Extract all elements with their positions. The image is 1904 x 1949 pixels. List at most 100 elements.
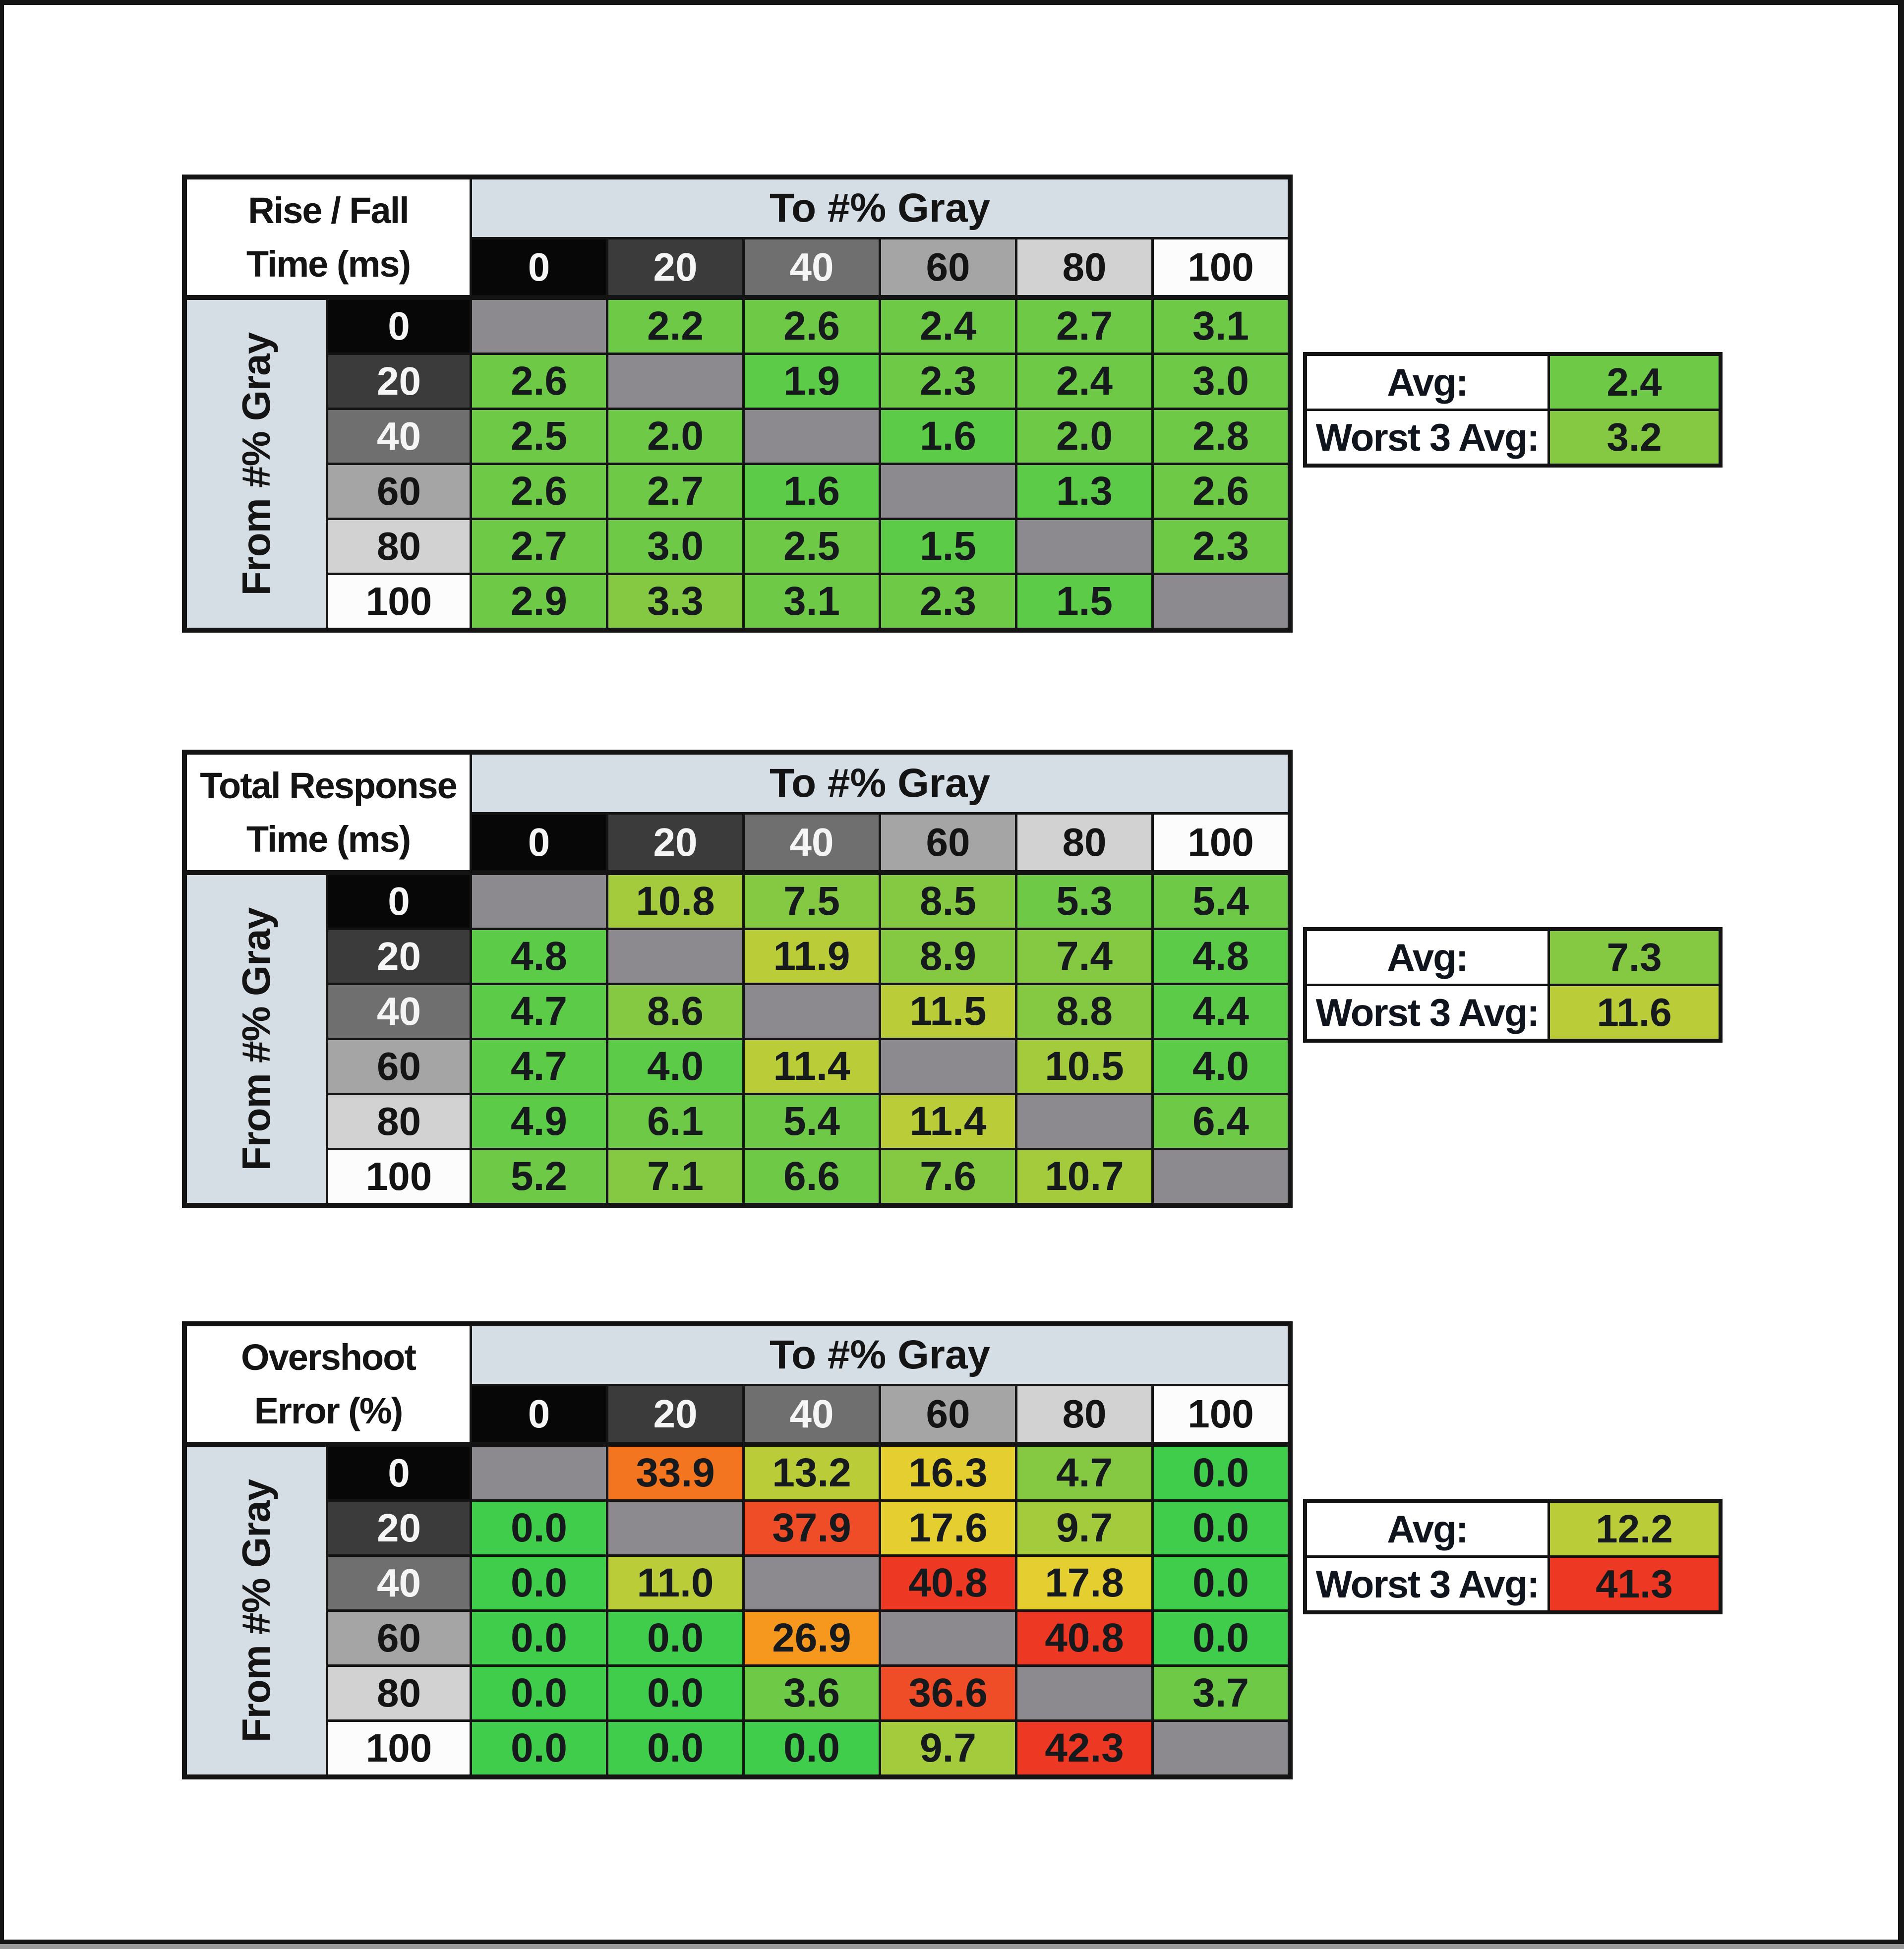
row-header-0: 0: [328, 875, 470, 928]
value-cell-from20-to40: 37.9: [745, 1502, 879, 1554]
value-cell-from0-to20: 33.9: [608, 1447, 742, 1499]
col-header-80: 80: [1017, 815, 1151, 870]
from-gray-header: From #% Gray: [187, 1447, 326, 1774]
table-title-line1: Rise / Fall: [248, 190, 409, 232]
row-header-60: 60: [328, 465, 470, 518]
row-header-100: 100: [328, 1722, 470, 1774]
row-header-60: 60: [328, 1040, 470, 1093]
value-cell-from80-to0: 0.0: [472, 1667, 606, 1719]
diagonal-cell: [472, 1447, 606, 1499]
col-header-60: 60: [881, 1386, 1015, 1442]
diagonal-cell: [881, 465, 1015, 518]
row-header-20: 20: [328, 1502, 470, 1554]
col-header-40: 40: [745, 815, 879, 870]
value-cell-from60-to0: 4.7: [472, 1040, 606, 1093]
value-cell-from0-to60: 8.5: [881, 875, 1015, 928]
value-cell-from80-to60: 36.6: [881, 1667, 1015, 1719]
value-cell-from80-to100: 6.4: [1154, 1095, 1288, 1148]
value-cell-from100-to40: 0.0: [745, 1722, 879, 1774]
table-title-rise-fall-time: Rise / Fall Time (ms): [187, 179, 470, 295]
diagonal-cell: [1017, 1095, 1151, 1148]
table-title-line2: Time (ms): [246, 243, 411, 285]
row-header-0: 0: [328, 300, 470, 353]
row-header-100: 100: [328, 575, 470, 628]
value-cell-from0-to40: 2.6: [745, 300, 879, 353]
value-cell-from0-to80: 4.7: [1017, 1447, 1151, 1499]
worst3avg-value: 41.3: [1550, 1558, 1719, 1610]
from-gray-header: From #% Gray: [187, 300, 326, 628]
col-header-20: 20: [608, 239, 742, 295]
value-cell-from40-to60: 40.8: [881, 1557, 1015, 1609]
value-cell-from40-to20: 11.0: [608, 1557, 742, 1609]
value-cell-from40-to0: 2.5: [472, 410, 606, 463]
to-gray-header: To #% Gray: [472, 1326, 1288, 1384]
value-cell-from20-to100: 0.0: [1154, 1502, 1288, 1554]
worst3avg-label: Worst 3 Avg:: [1307, 411, 1547, 464]
value-cell-from0-to60: 16.3: [881, 1447, 1015, 1499]
col-header-20: 20: [608, 1386, 742, 1442]
col-header-40: 40: [745, 1386, 879, 1442]
table-rise-fall-time: Rise / Fall Time (ms) To #% Gray 0 20 40 60 80 1…: [182, 175, 1293, 633]
value-cell-from60-to40: 11.4: [745, 1040, 879, 1093]
col-header-0: 0: [472, 1386, 606, 1442]
table-title-total-response-time: Total Response Time (ms): [187, 755, 470, 870]
row-header-40: 40: [328, 985, 470, 1038]
value-cell-from80-to20: 0.0: [608, 1667, 742, 1719]
col-header-40: 40: [745, 239, 879, 295]
value-cell-from80-to40: 3.6: [745, 1667, 879, 1719]
value-cell-from100-to60: 2.3: [881, 575, 1015, 628]
value-cell-from100-to60: 9.7: [881, 1722, 1015, 1774]
worst3avg-value: 3.2: [1550, 411, 1719, 464]
table-title-line1: Total Response: [200, 765, 457, 807]
value-cell-from60-to20: 2.7: [608, 465, 742, 518]
row-header-80: 80: [328, 1095, 470, 1148]
table-title-line1: Overshoot: [240, 1337, 416, 1378]
value-cell-from100-to0: 2.9: [472, 575, 606, 628]
avg-value: 7.3: [1550, 931, 1719, 984]
value-cell-from20-to0: 0.0: [472, 1502, 606, 1554]
value-cell-from60-to80: 10.5: [1017, 1040, 1151, 1093]
table-overshoot-error: Overshoot Error (%) To #% Gray 0 20 40 60 80 100…: [182, 1321, 1293, 1779]
col-header-80: 80: [1017, 239, 1151, 295]
table-title-overshoot-error: Overshoot Error (%): [187, 1326, 470, 1442]
value-cell-from0-to80: 5.3: [1017, 875, 1151, 928]
value-cell-from80-to60: 11.4: [881, 1095, 1015, 1148]
row-header-20: 20: [328, 930, 470, 983]
avg-label: Avg:: [1307, 356, 1547, 409]
value-cell-from20-to100: 3.0: [1154, 355, 1288, 408]
value-cell-from80-to40: 5.4: [745, 1095, 879, 1148]
value-cell-from40-to60: 11.5: [881, 985, 1015, 1038]
to-gray-header: To #% Gray: [472, 755, 1288, 812]
col-header-80: 80: [1017, 1386, 1151, 1442]
row-header-60: 60: [328, 1612, 470, 1664]
diagonal-cell: [1154, 575, 1288, 628]
worst3avg-value: 11.6: [1550, 986, 1719, 1039]
to-gray-header: To #% Gray: [472, 179, 1288, 237]
value-cell-from40-to20: 2.0: [608, 410, 742, 463]
value-cell-from0-to20: 2.2: [608, 300, 742, 353]
diagonal-cell: [1017, 1667, 1151, 1719]
value-cell-from80-to40: 2.5: [745, 520, 879, 573]
value-cell-from60-to0: 0.0: [472, 1612, 606, 1664]
value-cell-from80-to0: 4.9: [472, 1095, 606, 1148]
value-cell-from20-to80: 7.4: [1017, 930, 1151, 983]
value-cell-from80-to20: 3.0: [608, 520, 742, 573]
diagonal-cell: [608, 930, 742, 983]
value-cell-from60-to100: 2.6: [1154, 465, 1288, 518]
value-cell-from40-to60: 1.6: [881, 410, 1015, 463]
avg-value: 2.4: [1550, 356, 1719, 409]
value-cell-from0-to40: 13.2: [745, 1447, 879, 1499]
diagonal-cell: [881, 1040, 1015, 1093]
value-cell-from100-to60: 7.6: [881, 1150, 1015, 1203]
value-cell-from100-to80: 10.7: [1017, 1150, 1151, 1203]
value-cell-from60-to100: 0.0: [1154, 1612, 1288, 1664]
table-title-line2: Error (%): [254, 1390, 404, 1431]
diagonal-cell: [745, 410, 879, 463]
value-cell-from100-to0: 5.2: [472, 1150, 606, 1203]
diagonal-cell: [472, 875, 606, 928]
value-cell-from0-to20: 10.8: [608, 875, 742, 928]
from-gray-header-text: From #% Gray: [234, 907, 279, 1171]
row-header-0: 0: [328, 1447, 470, 1499]
row-header-100: 100: [328, 1150, 470, 1203]
